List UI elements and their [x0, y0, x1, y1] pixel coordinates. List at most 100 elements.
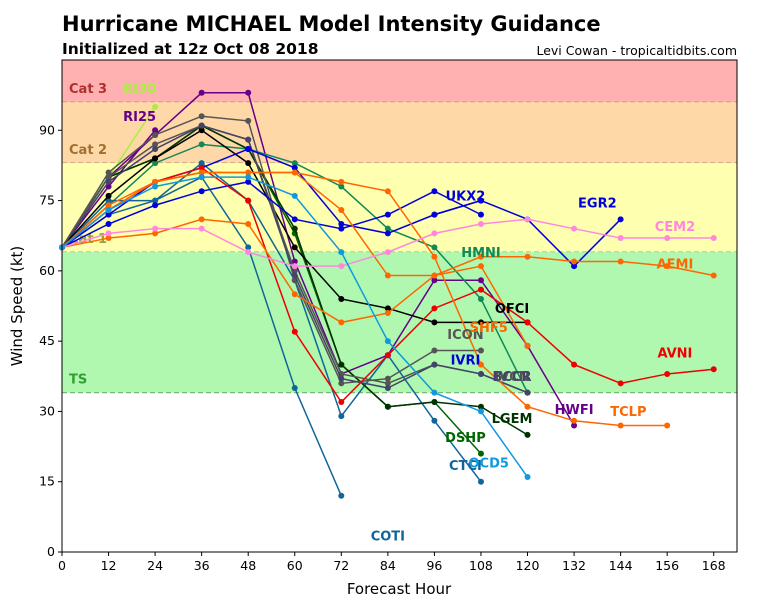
band-label: TS — [69, 373, 87, 388]
data-point — [431, 253, 438, 260]
data-point — [105, 174, 112, 181]
data-point — [384, 403, 391, 410]
data-point — [477, 211, 484, 218]
data-point — [571, 258, 578, 265]
data-point — [198, 174, 205, 181]
data-point — [617, 422, 624, 429]
data-point — [524, 319, 531, 326]
y-tick-label: 75 — [39, 193, 55, 208]
data-point — [198, 164, 205, 171]
data-point — [431, 272, 438, 279]
series-label: IVCN — [494, 370, 529, 385]
series-labels: RI30 RI25 HWFI HMNI CTCI COTI DSHP LGEM OFCI ICON… — [123, 82, 695, 544]
data-point — [152, 178, 159, 185]
data-point — [198, 127, 205, 134]
data-point — [198, 169, 205, 176]
data-point — [245, 117, 252, 124]
x-tick-label: 60 — [287, 558, 303, 573]
data-point — [431, 230, 438, 237]
data-point — [105, 235, 112, 242]
y-tick-label: 90 — [39, 122, 55, 137]
data-point — [338, 361, 345, 368]
x-tick-label: 156 — [655, 558, 679, 573]
x-tick-label: 0 — [58, 558, 66, 573]
series-label: COTI — [371, 529, 405, 544]
band-label: Cat 2 — [69, 143, 107, 158]
series-label: RI30 — [123, 82, 156, 97]
x-tick-label: 120 — [516, 558, 540, 573]
plot-frame — [61, 59, 738, 553]
series-label: AVNI — [657, 347, 692, 362]
x-tick-label: 12 — [101, 558, 117, 573]
series-label: BCCR — [493, 370, 532, 385]
x-tick-label: 132 — [562, 558, 586, 573]
data-point — [291, 192, 298, 199]
data-point — [338, 375, 345, 382]
data-point — [524, 216, 531, 223]
data-point — [291, 225, 298, 232]
data-point — [105, 221, 112, 227]
data-point — [291, 263, 298, 270]
data-point — [245, 169, 252, 176]
data-point — [198, 141, 205, 148]
data-point — [431, 211, 438, 218]
data-point — [477, 319, 484, 326]
data-point — [384, 310, 391, 317]
data-point — [338, 399, 345, 406]
data-point — [384, 385, 391, 391]
series-label: HWFI — [555, 403, 594, 418]
data-point — [152, 127, 159, 134]
data-point — [431, 347, 438, 354]
data-point — [198, 160, 205, 167]
data-point — [571, 263, 578, 270]
x-tick-label: 108 — [469, 558, 493, 573]
series-ukx2 — [59, 178, 484, 251]
data-point — [477, 263, 484, 270]
chart-subtitle: Initialized at 12z Oct 08 2018 — [62, 40, 318, 58]
data-point — [291, 169, 298, 176]
data-point — [524, 431, 531, 438]
data-point — [477, 221, 484, 227]
data-point — [338, 183, 345, 190]
data-point — [291, 385, 298, 391]
data-point — [245, 221, 252, 227]
data-point — [291, 258, 298, 265]
data-point — [571, 417, 578, 424]
data-point — [245, 178, 252, 185]
series-label: DSHP — [445, 431, 486, 446]
data-point — [524, 403, 531, 410]
data-point — [291, 291, 298, 298]
data-point — [338, 221, 345, 227]
data-point — [477, 286, 484, 293]
data-point — [431, 399, 438, 406]
series-label: SHF5 — [470, 321, 508, 336]
data-point — [617, 380, 624, 387]
data-point — [710, 366, 717, 373]
series-line — [61, 181, 482, 249]
data-point — [710, 272, 717, 279]
data-point — [198, 225, 205, 232]
y-tick-label: 0 — [47, 544, 55, 559]
x-tick-label: 84 — [380, 558, 396, 573]
data-point — [198, 113, 205, 120]
x-tick-label: 144 — [609, 558, 633, 573]
series-avni — [59, 164, 717, 406]
data-point — [524, 342, 531, 349]
data-point — [152, 103, 159, 110]
data-point — [291, 160, 298, 167]
series-label: TCLP — [610, 405, 646, 420]
data-point — [571, 225, 578, 232]
series-line — [61, 162, 482, 483]
data-point — [384, 249, 391, 256]
data-point — [338, 380, 345, 387]
series-label: UKX2 — [446, 190, 486, 205]
data-point — [477, 478, 484, 485]
data-point — [524, 253, 531, 260]
y-tick-label: 60 — [39, 263, 55, 278]
data-point — [384, 375, 391, 382]
data-point — [291, 244, 298, 251]
data-point — [291, 216, 298, 223]
data-point — [617, 258, 624, 265]
